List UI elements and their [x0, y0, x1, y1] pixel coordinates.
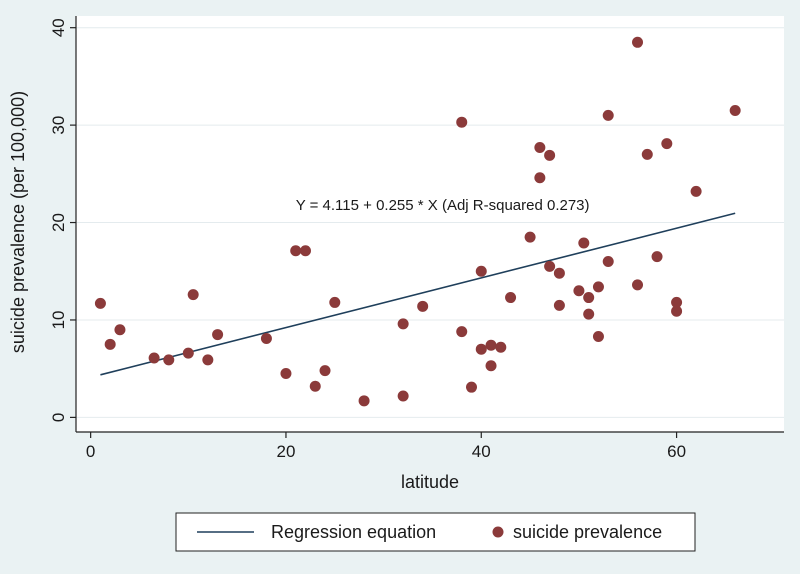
- data-point: [544, 149, 556, 161]
- data-point: [651, 251, 663, 263]
- data-point: [329, 296, 341, 308]
- x-axis-title: latitude: [401, 472, 459, 492]
- data-point: [280, 368, 292, 380]
- data-point: [592, 281, 604, 293]
- data-point: [202, 354, 214, 366]
- x-tick-label: 60: [667, 442, 686, 461]
- data-point: [632, 279, 644, 291]
- y-axis-title: suicide prevalence (per 100,000): [8, 91, 28, 353]
- data-point: [466, 381, 478, 393]
- data-point: [690, 185, 702, 197]
- data-point: [661, 138, 673, 150]
- data-point: [456, 326, 468, 338]
- y-tick-label: 30: [49, 116, 68, 135]
- data-point: [592, 331, 604, 343]
- data-point: [632, 36, 644, 48]
- tick-labels: 0 10 20 30 40 0 20 40 60: [49, 18, 686, 461]
- data-point: [319, 365, 331, 377]
- data-point: [578, 237, 590, 249]
- data-point: [163, 354, 175, 366]
- data-point: [417, 300, 429, 312]
- data-point: [148, 352, 160, 364]
- legend-box: [175, 512, 696, 552]
- data-point: [671, 296, 683, 308]
- y-tick-label: 0: [49, 413, 68, 422]
- data-point: [212, 329, 224, 341]
- regression-line-layer: [100, 212, 736, 376]
- data-point: [544, 260, 556, 272]
- data-point: [583, 308, 595, 320]
- data-point: [309, 380, 321, 392]
- legend: Regression equation suicide prevalence: [175, 512, 696, 552]
- data-point: [641, 148, 653, 160]
- data-point: [397, 390, 409, 402]
- y-tick-label: 40: [49, 18, 68, 37]
- legend-marker-swatch: [492, 526, 504, 538]
- grid-lines: [76, 27, 784, 418]
- data-point: [583, 292, 595, 304]
- y-tick-label: 10: [49, 311, 68, 330]
- data-point: [397, 318, 409, 330]
- data-point: [524, 231, 536, 243]
- data-point: [495, 341, 507, 353]
- data-point: [671, 305, 683, 317]
- data-points: [94, 36, 741, 407]
- data-point: [729, 105, 741, 117]
- axes: [70, 16, 784, 438]
- data-point: [182, 347, 194, 359]
- data-point: [299, 245, 311, 257]
- data-point: [114, 324, 126, 336]
- legend-label-prevalence: suicide prevalence: [513, 522, 662, 542]
- data-point: [475, 343, 487, 355]
- data-point: [456, 116, 468, 128]
- x-tick-label: 20: [276, 442, 295, 461]
- plot-area: [76, 16, 784, 432]
- x-tick-label: 40: [472, 442, 491, 461]
- data-point: [260, 332, 272, 344]
- data-point: [94, 297, 106, 309]
- data-point: [505, 292, 517, 304]
- regression-line: [100, 212, 736, 376]
- data-point: [534, 172, 546, 184]
- data-point: [104, 338, 116, 350]
- data-point: [485, 339, 497, 351]
- data-point: [187, 289, 199, 301]
- legend-label-regression: Regression equation: [271, 522, 436, 542]
- data-point: [553, 299, 565, 311]
- data-point: [602, 109, 614, 121]
- data-point: [602, 256, 614, 268]
- data-point: [290, 245, 302, 257]
- regression-annotation: Y = 4.115 + 0.255 * X (Adj R-squared 0.2…: [296, 197, 590, 214]
- x-tick-label: 0: [86, 442, 95, 461]
- data-point: [358, 395, 370, 407]
- y-tick-label: 20: [49, 213, 68, 232]
- data-point: [573, 285, 585, 297]
- data-point: [553, 267, 565, 279]
- data-point: [475, 265, 487, 277]
- data-point: [534, 142, 546, 154]
- data-point: [485, 360, 497, 372]
